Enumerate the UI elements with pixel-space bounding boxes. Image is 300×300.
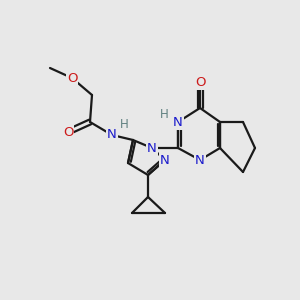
Text: O: O — [195, 76, 205, 88]
Text: N: N — [107, 128, 117, 142]
Text: N: N — [147, 142, 157, 154]
Text: N: N — [160, 154, 170, 166]
Text: H: H — [120, 118, 128, 131]
Text: N: N — [173, 116, 183, 128]
Text: O: O — [63, 125, 73, 139]
Text: O: O — [67, 71, 77, 85]
Text: H: H — [160, 107, 168, 121]
Text: N: N — [195, 154, 205, 166]
